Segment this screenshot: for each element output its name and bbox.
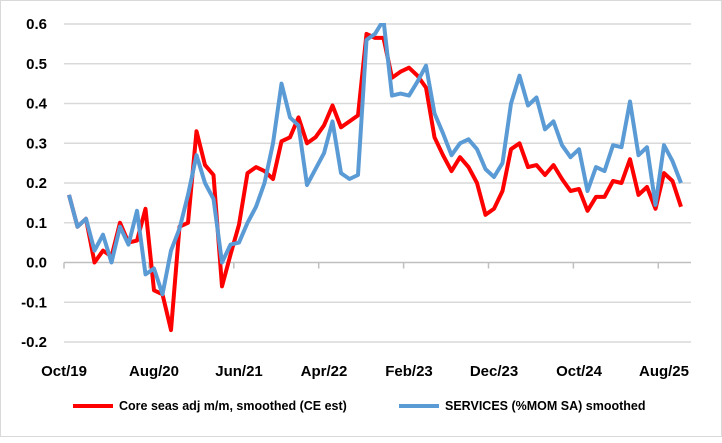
y-tick-label: 0.2 bbox=[26, 175, 47, 192]
y-tick-label: 0.3 bbox=[26, 135, 47, 152]
y-tick-label: 0.5 bbox=[26, 56, 47, 73]
x-tick-label: Feb/23 bbox=[385, 363, 433, 380]
x-tick-label: Aug/20 bbox=[129, 363, 179, 380]
x-tick-label: Dec/23 bbox=[470, 363, 518, 380]
y-tick-label: 0.1 bbox=[26, 215, 47, 232]
legend: Core seas adj m/m, smoothed (CE est) SER… bbox=[1, 399, 722, 421]
x-tick-label: Oct/24 bbox=[556, 363, 603, 380]
y-tick-label: 0.4 bbox=[26, 96, 48, 113]
y-tick-label: 0.0 bbox=[26, 255, 47, 272]
legend-item-core: Core seas adj m/m, smoothed (CE est) bbox=[73, 399, 347, 413]
y-tick-label: -0.1 bbox=[21, 294, 47, 311]
legend-swatch-blue bbox=[399, 404, 439, 408]
legend-label: Core seas adj m/m, smoothed (CE est) bbox=[119, 399, 347, 413]
x-tick-label: Aug/25 bbox=[639, 363, 689, 380]
series-line-services bbox=[69, 20, 681, 294]
x-tick-label: Oct/19 bbox=[41, 363, 87, 380]
x-tick-label: Jun/21 bbox=[215, 363, 263, 380]
legend-swatch-red bbox=[73, 404, 113, 408]
legend-item-services: SERVICES (%MOM SA) smoothed bbox=[399, 399, 645, 413]
y-tick-label: -0.2 bbox=[21, 334, 47, 351]
x-tick-label: Apr/22 bbox=[301, 363, 348, 380]
y-tick-label: 0.6 bbox=[26, 16, 47, 33]
legend-label: SERVICES (%MOM SA) smoothed bbox=[445, 399, 645, 413]
